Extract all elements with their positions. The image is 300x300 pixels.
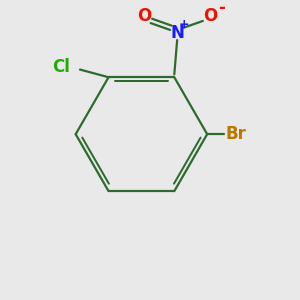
Text: Br: Br: [226, 125, 247, 143]
Text: Cl: Cl: [52, 58, 70, 76]
Text: O: O: [203, 7, 217, 25]
Text: O: O: [137, 7, 152, 25]
Text: N: N: [170, 24, 184, 42]
Text: -: -: [218, 0, 225, 17]
Text: +: +: [178, 18, 189, 31]
